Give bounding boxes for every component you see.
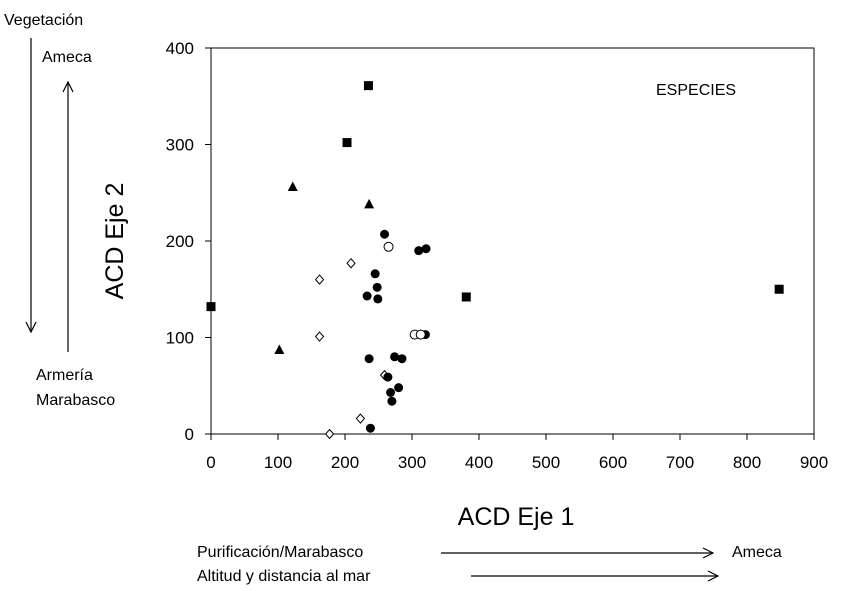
x-tick-label: 100 xyxy=(264,453,292,472)
filled-circle-point xyxy=(363,292,372,301)
filled-circle-point xyxy=(422,244,431,253)
x-tick-label: 500 xyxy=(532,453,560,472)
y-tick-label: 300 xyxy=(166,136,194,155)
diamond-point xyxy=(316,332,324,341)
filled-circle-point xyxy=(387,397,396,406)
diamond-point xyxy=(326,430,334,439)
filled-circle-point xyxy=(380,230,389,239)
y-tick-label: 0 xyxy=(185,425,194,444)
x-tick-label: 900 xyxy=(800,453,828,472)
diamond-point xyxy=(356,414,364,423)
vegetation-label: Vegetación xyxy=(4,12,83,29)
filled-circle-point xyxy=(365,354,374,363)
filled-circle-point xyxy=(394,383,403,392)
y-tick-label: 100 xyxy=(166,329,194,348)
x-gradient-right-label: Ameca xyxy=(732,544,782,561)
especies-annotation: ESPECIES xyxy=(656,82,736,99)
filled-circle-point xyxy=(373,283,382,292)
data-points xyxy=(207,81,784,438)
diamond-point xyxy=(347,259,355,268)
square-point xyxy=(207,302,216,311)
x-tick-label: 300 xyxy=(398,453,426,472)
y-tick-label: 200 xyxy=(166,232,194,251)
x-axis-title: ACD Eje 1 xyxy=(458,503,575,531)
triangle-point xyxy=(288,181,298,191)
y-tick-label: 400 xyxy=(166,39,194,58)
x-gradient-second-label: Altitud y distancia al mar xyxy=(197,568,371,585)
square-point xyxy=(364,81,373,90)
x-gradient-left-label: Purificación/Marabasco xyxy=(197,544,363,561)
filled-circle-point xyxy=(386,388,395,397)
open-circle-point xyxy=(384,242,393,251)
y-bottom-gradient-label-2: Marabasco xyxy=(36,392,115,409)
x-tick-label: 400 xyxy=(465,453,493,472)
square-point xyxy=(775,285,784,294)
y-tick-labels: 0 100 200 300 400 xyxy=(166,39,194,444)
axis-ticks xyxy=(205,48,814,440)
y-axis-title: ACD Eje 2 xyxy=(101,183,129,300)
y-bottom-gradient-label-1: Armería xyxy=(36,367,93,384)
square-point xyxy=(462,292,471,301)
filled-circle-point xyxy=(397,354,406,363)
x-tick-labels: 0 100 200 300 400 500 600 700 800 900 xyxy=(206,453,828,472)
plot-area xyxy=(211,48,814,434)
filled-circle-point xyxy=(366,424,375,433)
filled-circle-point xyxy=(373,294,382,303)
triangle-point xyxy=(364,199,374,209)
filled-circle-point xyxy=(371,269,380,278)
open-circle-point xyxy=(416,330,425,339)
y-top-gradient-label: Ameca xyxy=(42,49,92,66)
x-tick-label: 200 xyxy=(331,453,359,472)
x-tick-label: 800 xyxy=(733,453,761,472)
x-tick-label: 700 xyxy=(666,453,694,472)
diamond-point xyxy=(316,275,324,284)
square-point xyxy=(343,138,352,147)
filled-circle-point xyxy=(383,373,392,382)
x-tick-label: 600 xyxy=(599,453,627,472)
x-tick-label: 0 xyxy=(206,453,215,472)
triangle-point xyxy=(274,345,284,355)
